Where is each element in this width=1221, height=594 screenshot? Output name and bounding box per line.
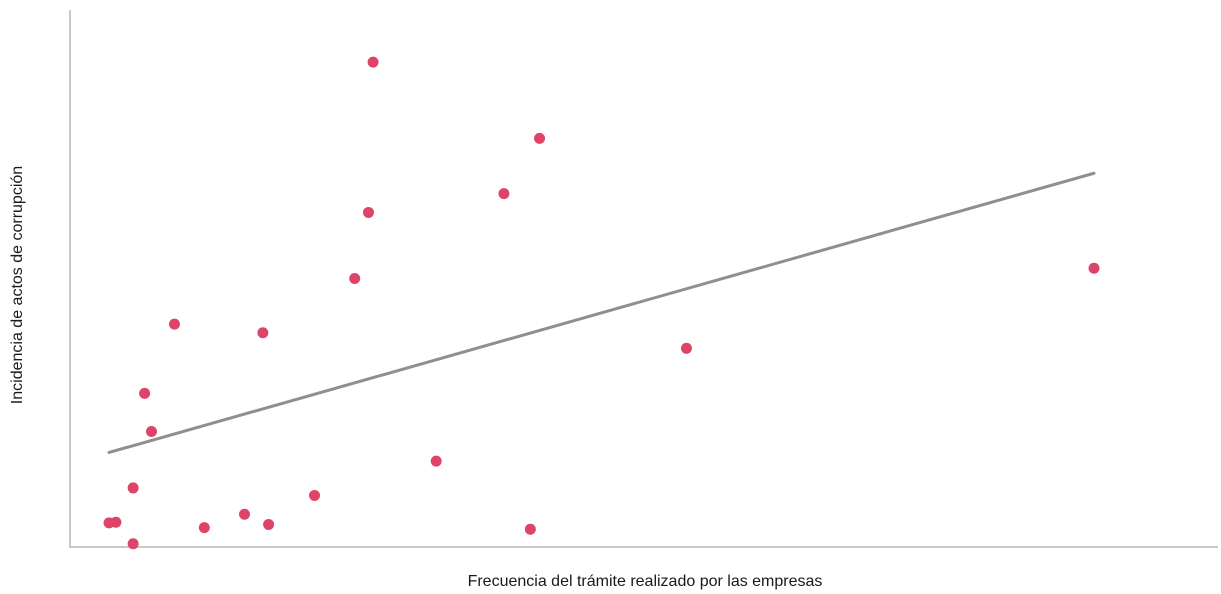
trendline-layer <box>107 171 1096 454</box>
data-point <box>139 387 151 399</box>
data-point <box>367 56 379 68</box>
data-point <box>198 522 210 534</box>
data-point <box>362 206 374 218</box>
data-point <box>680 342 692 354</box>
data-point <box>349 273 361 284</box>
data-point <box>238 508 250 520</box>
trendline <box>107 171 1096 454</box>
data-point <box>110 516 122 528</box>
x-axis-label: Frecuencia del trámite realizado por las… <box>468 573 823 590</box>
data-point <box>257 327 269 339</box>
data-point <box>127 482 139 494</box>
data-point <box>146 426 158 438</box>
data-point <box>524 523 536 535</box>
data-point <box>534 132 546 144</box>
data-point <box>430 455 442 467</box>
data-point <box>263 518 275 530</box>
data-point <box>168 318 180 330</box>
data-point <box>309 489 321 501</box>
data-points <box>103 56 1100 550</box>
y-axis-label: Incidencia de actos de corrupción <box>9 166 26 404</box>
data-point <box>498 188 510 200</box>
data-point <box>127 538 139 550</box>
data-point <box>1088 262 1100 274</box>
